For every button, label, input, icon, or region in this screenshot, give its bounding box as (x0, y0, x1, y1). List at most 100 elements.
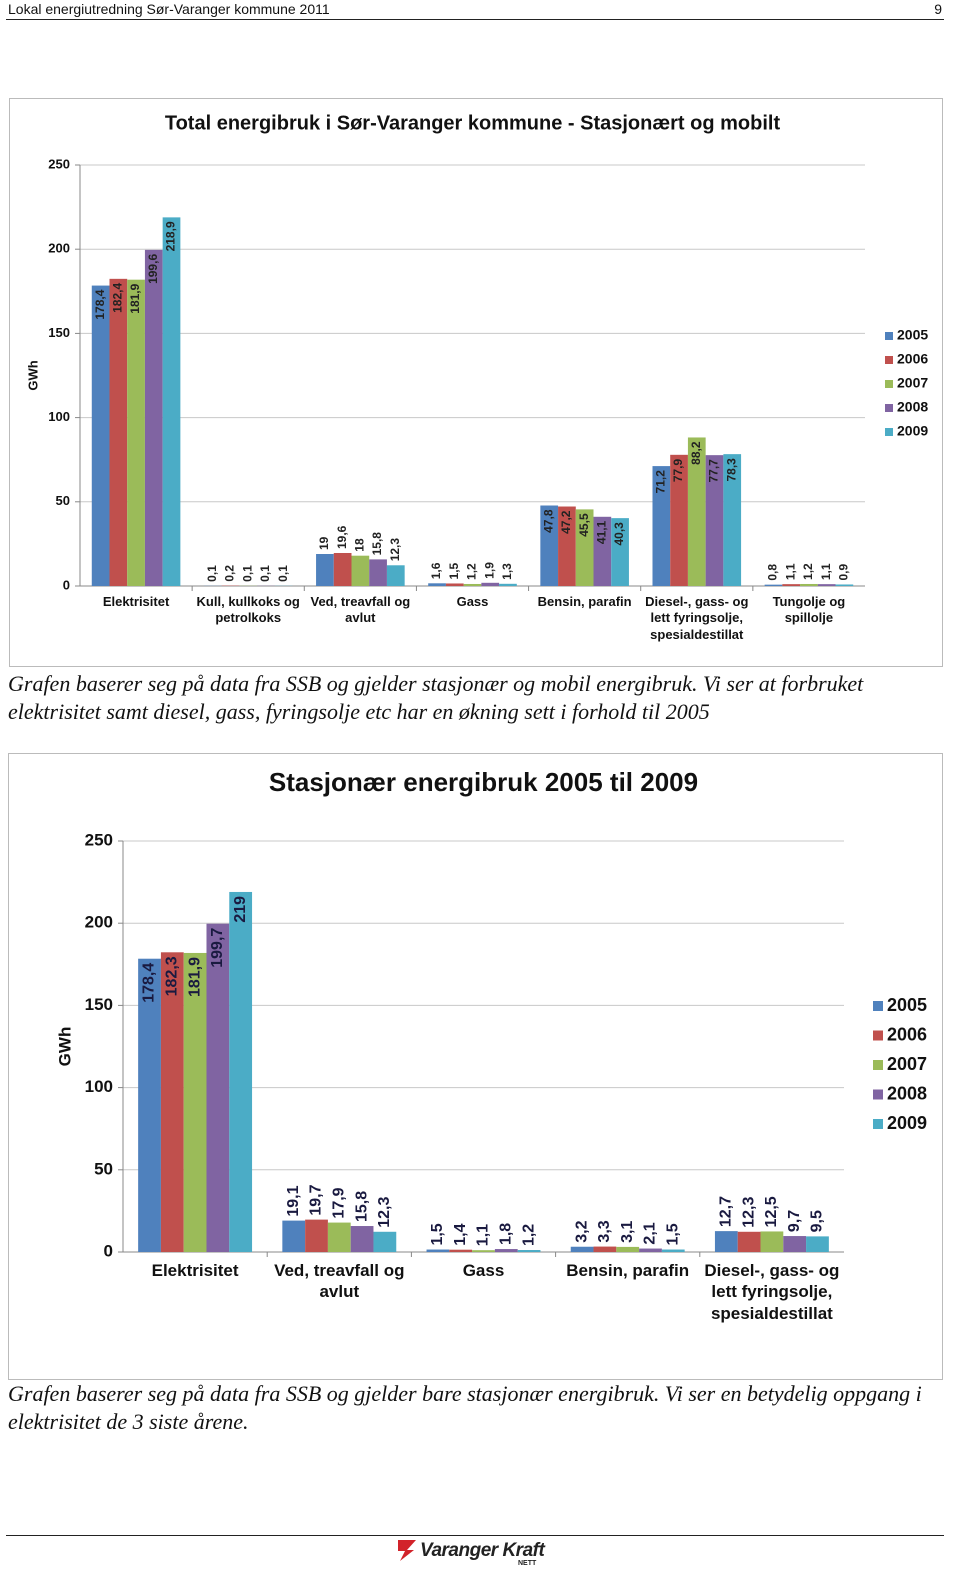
value-label: 41,1 (595, 520, 609, 544)
bar (593, 1246, 617, 1252)
legend-swatch (873, 1030, 883, 1041)
y-axis-label: GWh (25, 360, 40, 390)
bar (351, 555, 370, 586)
bar (426, 1249, 450, 1252)
logo-icon (398, 1540, 416, 1561)
value-label: 77,7 (707, 459, 721, 483)
value-label: 9,7 (786, 1210, 803, 1232)
bar (616, 1246, 640, 1252)
bar (670, 454, 688, 586)
bar (764, 584, 783, 586)
value-label: 178,4 (141, 963, 158, 1003)
bar (611, 518, 629, 586)
bar (333, 552, 352, 586)
y-tick-label: 200 (48, 241, 70, 256)
value-label: 1,5 (447, 562, 461, 579)
value-label: 0,8 (766, 564, 780, 581)
bar (449, 1249, 473, 1252)
legend-swatch (885, 404, 893, 412)
value-label: 0,2 (223, 565, 237, 582)
value-label: 45,5 (577, 513, 591, 537)
bar (835, 584, 854, 586)
value-label: 0,1 (258, 565, 272, 582)
value-label: 19,7 (308, 1184, 325, 1215)
bar (91, 285, 110, 586)
chart-title: Stasjonær energibruk 2005 til 2009 (269, 767, 698, 797)
bar (494, 1249, 518, 1252)
legend-label: 2007 (887, 1054, 927, 1074)
bar (782, 584, 801, 586)
value-label: 12,3 (740, 1197, 757, 1228)
bar (593, 516, 612, 586)
legend-swatch (885, 356, 893, 364)
bar (144, 249, 163, 586)
bar (305, 1219, 328, 1252)
x-tick-label: Elektrisitet (102, 594, 170, 609)
value-label: 18 (353, 538, 367, 552)
y-tick-label: 150 (85, 995, 113, 1014)
chart: Stasjonær energibruk 2005 til 2009 GWh 0 50… (55, 767, 927, 1261)
x-tick-label: Diesel-, gass- og lett fyringsolje, spes… (645, 594, 749, 642)
bar (445, 583, 464, 586)
bar (463, 583, 482, 586)
bar (661, 1249, 685, 1252)
value-label: 71,2 (654, 470, 668, 494)
legend-label: 2009 (887, 1113, 927, 1133)
bar (540, 505, 559, 586)
value-label: 1,1 (475, 1224, 492, 1246)
value-label: 199,6 (146, 254, 160, 284)
value-label: 19 (317, 536, 331, 550)
y-tick-label: 50 (94, 1159, 113, 1178)
legend-label: 2008 (897, 399, 928, 415)
bar (714, 1231, 738, 1252)
x-tick-label: Gass (456, 594, 489, 609)
y-tick-label: 100 (85, 1077, 113, 1096)
bar (183, 952, 207, 1252)
bar (517, 1250, 541, 1252)
value-label: 3,1 (619, 1221, 636, 1243)
x-tick-label: Diesel-, gass- og lett fyringsolje, spes… (704, 1261, 840, 1323)
value-label: 15,8 (353, 1191, 370, 1222)
caption: Grafen baserer seg på data fra SSB og gj… (8, 1381, 922, 1434)
header-rule (6, 19, 944, 20)
bar (160, 952, 184, 1252)
x-tick-label: Bensin, parafin (566, 1261, 690, 1280)
value-label: 3,2 (573, 1220, 590, 1242)
value-label: 182,3 (164, 956, 181, 996)
legend-swatch (873, 1089, 883, 1100)
logo-sub: NETT (518, 1560, 537, 1567)
value-label: 12,3 (376, 1197, 393, 1228)
bar (499, 583, 517, 586)
bar (162, 217, 181, 586)
bar (327, 1222, 351, 1252)
value-label: 12,7 (718, 1196, 735, 1227)
legend-swatch (885, 380, 893, 388)
value-label: 1,1 (819, 563, 833, 580)
value-label: 1,2 (801, 563, 815, 580)
bar (138, 958, 161, 1252)
value-label: 1,8 (498, 1223, 515, 1245)
bar (723, 454, 742, 586)
bar (558, 506, 576, 586)
caption: Grafen baserer seg på data fra SSB og gj… (8, 671, 864, 724)
y-tick-label: 50 (56, 493, 70, 508)
y-tick-label: 250 (48, 156, 70, 171)
bar (472, 1250, 495, 1252)
x-tick-label: Tungolje og spillolje (772, 594, 846, 626)
bar (652, 466, 671, 586)
y-tick-label: 200 (85, 913, 113, 932)
bar (428, 583, 446, 586)
bar (350, 1226, 374, 1252)
bar (282, 1220, 306, 1252)
value-label: 3,3 (596, 1220, 613, 1242)
y-tick-label: 0 (63, 577, 70, 592)
bar (760, 1231, 784, 1252)
value-label: 12,3 (388, 538, 402, 562)
bar (229, 891, 253, 1252)
y-tick-label: 0 (104, 1241, 113, 1260)
legend-label: 2009 (897, 423, 928, 439)
bar (109, 278, 128, 586)
bar (705, 455, 724, 586)
bar (783, 1236, 807, 1252)
